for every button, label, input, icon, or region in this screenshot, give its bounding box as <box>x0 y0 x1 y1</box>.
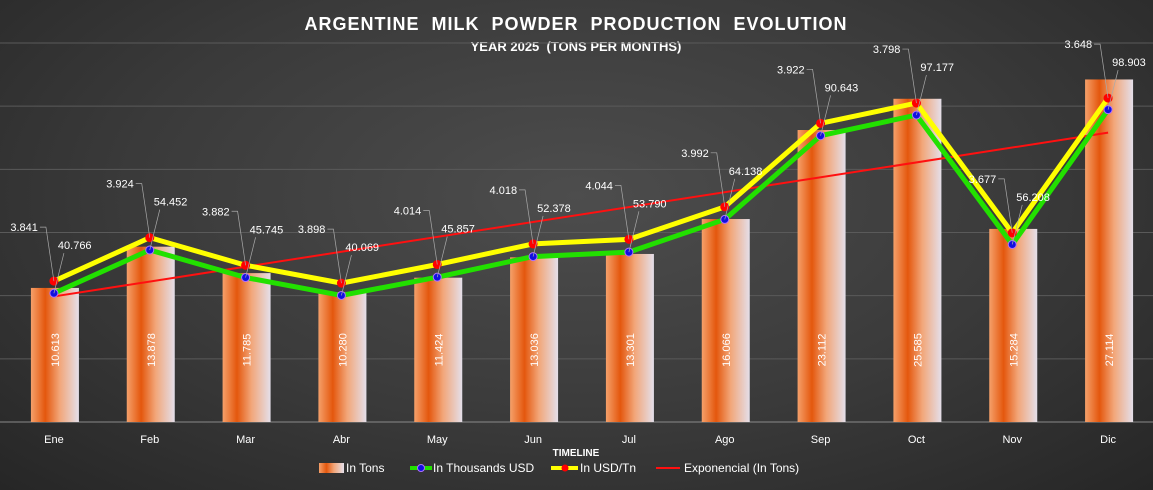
x-tick-label: May <box>427 434 448 446</box>
x-tick-label: Sep <box>811 434 831 446</box>
x-tick-label: Abr <box>333 434 350 446</box>
x-tick-label: Dic <box>1100 434 1116 446</box>
bar <box>605 253 654 422</box>
label-thousands-usd: 53.790 <box>633 198 667 210</box>
x-tick-label: Jul <box>622 434 636 446</box>
label-usd-per-ton: 3.677 <box>969 174 997 186</box>
label-usd-per-ton: 4.044 <box>585 180 613 192</box>
x-tick-label: Nov <box>1002 434 1022 446</box>
label-thousands-usd: 52.378 <box>537 203 571 215</box>
bar-label: 11.424 <box>433 334 445 367</box>
label-usd-per-ton: 3.882 <box>202 206 230 218</box>
leader-line <box>149 209 161 251</box>
label-thousands-usd: 97.177 <box>920 62 954 74</box>
leader-line <box>1011 204 1023 245</box>
label-thousands-usd: 45.857 <box>441 223 475 235</box>
label-usd-per-ton: 3.992 <box>681 148 709 160</box>
leader-line <box>902 48 917 104</box>
label-thousands-usd: 56.208 <box>1016 192 1050 204</box>
label-thousands-usd: 98.903 <box>1112 57 1146 69</box>
legend-swatch-tons <box>319 463 344 473</box>
bar-label: 10.280 <box>337 333 349 367</box>
label-thousands-usd: 54.452 <box>154 197 188 209</box>
leader-line <box>519 189 534 244</box>
label-usd-per-ton: 4.014 <box>394 205 422 217</box>
bar <box>510 257 559 422</box>
legend: In Tons In Thousands USD In USD/Tn Exponenc… <box>319 461 799 475</box>
bar-label: 10.613 <box>50 333 62 367</box>
leader-line <box>231 210 246 266</box>
leader-line <box>436 236 448 278</box>
legend-marker-thousands-usd <box>417 464 425 472</box>
bar-label: 15.284 <box>1008 333 1020 367</box>
leader-line <box>1094 43 1109 99</box>
leader-line <box>53 253 65 294</box>
label-thousands-usd: 64.138 <box>729 166 763 178</box>
leader-line <box>423 210 438 265</box>
label-thousands-usd: 90.643 <box>825 82 859 94</box>
leader-line <box>614 184 630 240</box>
bar-label: 25.585 <box>912 333 924 367</box>
legend-label-trendline: Exponencial (In Tons) <box>684 461 799 475</box>
chart-title: ARGENTINE MILK POWDER PRODUCTION EVOLUTI… <box>304 14 847 34</box>
trendline <box>53 131 1109 298</box>
label-usd-per-ton: 3.898 <box>298 224 326 236</box>
label-thousands-usd: 40.069 <box>345 242 379 254</box>
x-tick-label: Ene <box>44 434 64 446</box>
bar <box>414 277 463 422</box>
bar-label: 23.112 <box>817 334 829 367</box>
leader-line <box>724 178 736 220</box>
bar-label: 13.301 <box>625 333 637 367</box>
leader-line <box>1107 70 1119 110</box>
leader-line <box>820 95 831 136</box>
leader-line <box>998 178 1013 233</box>
leader-line <box>327 228 342 284</box>
x-axis-title: TIMELINE <box>553 448 600 459</box>
bar <box>30 287 79 422</box>
leader-line <box>341 255 352 296</box>
x-tick-label: Jun <box>524 434 542 446</box>
label-usd-per-ton: 3.922 <box>777 64 805 76</box>
line-usd-per-ton <box>52 96 1111 286</box>
legend-label-tons: In Tons <box>346 461 384 475</box>
label-usd-per-ton: 3.798 <box>873 44 901 56</box>
bar-label: 13.036 <box>529 333 541 367</box>
x-tick-label: Oct <box>908 434 925 446</box>
bar-label: 13.878 <box>146 333 158 367</box>
x-tick-label: Mar <box>236 434 255 446</box>
legend-marker-usd-per-ton <box>561 464 569 472</box>
bar <box>1085 79 1134 422</box>
leader-line <box>710 152 726 207</box>
leader-line <box>135 183 151 238</box>
label-usd-per-ton: 3.924 <box>106 179 134 191</box>
label-usd-per-ton: 4.018 <box>490 185 518 197</box>
chart-subtitle: YEAR 2025 (TONS PER MONTHS) <box>471 39 682 54</box>
line-thousands-usd <box>52 108 1111 298</box>
bar-label: 16.066 <box>721 333 733 367</box>
label-thousands-usd: 40.766 <box>58 240 92 252</box>
leader-line <box>532 215 544 257</box>
bar <box>222 273 271 422</box>
label-usd-per-ton: 3.841 <box>10 222 38 234</box>
legend-label-thousands-usd: In Thousands USD <box>433 461 535 475</box>
leader-line <box>39 226 55 282</box>
bar-label: 27.114 <box>1104 334 1116 367</box>
leader-line <box>628 211 640 253</box>
label-usd-per-ton: 3.648 <box>1065 39 1093 51</box>
bar <box>318 292 367 422</box>
x-tick-label: Feb <box>140 434 159 446</box>
bar-label: 11.785 <box>242 334 254 367</box>
leader-line <box>806 68 821 124</box>
bar <box>701 219 750 422</box>
x-tick-label: Ago <box>715 434 735 446</box>
bar <box>989 228 1038 422</box>
bar <box>893 98 942 422</box>
bar <box>126 246 175 422</box>
leader-line <box>916 75 927 116</box>
legend-label-usd-per-ton: In USD/Tn <box>580 461 636 475</box>
leader-line <box>245 237 256 278</box>
label-thousands-usd: 45.745 <box>250 224 284 236</box>
